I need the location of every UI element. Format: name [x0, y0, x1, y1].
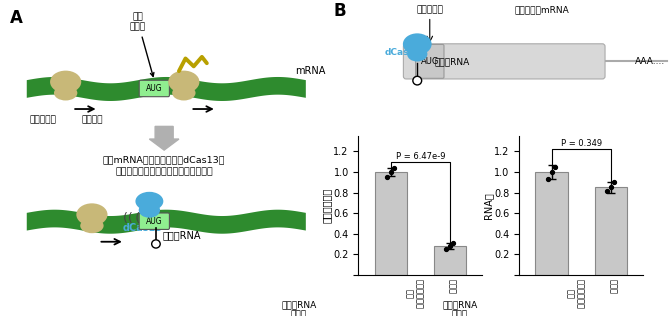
Bar — [535, 172, 568, 275]
Circle shape — [413, 76, 421, 85]
Bar — [375, 172, 407, 275]
Ellipse shape — [172, 85, 196, 100]
Text: ハンド: ハンド — [608, 279, 618, 294]
Text: AUG: AUG — [146, 84, 163, 93]
Ellipse shape — [50, 70, 81, 93]
Ellipse shape — [135, 192, 163, 211]
Bar — [594, 187, 627, 275]
FancyBboxPatch shape — [415, 45, 444, 78]
Ellipse shape — [54, 85, 77, 100]
FancyArrow shape — [149, 126, 179, 150]
Text: 開始
コドン: 開始 コドン — [130, 12, 154, 76]
Text: ハンド: ハンド — [448, 279, 457, 294]
Text: P = 0.349: P = 0.349 — [561, 139, 602, 148]
Text: 開始コドン: 開始コドン — [416, 5, 444, 14]
Ellipse shape — [76, 203, 107, 226]
Text: スキャン: スキャン — [81, 115, 103, 124]
Text: 無関係な配列
開始: 無関係な配列 開始 — [565, 279, 584, 309]
FancyBboxPatch shape — [403, 44, 605, 79]
Text: AUG: AUG — [146, 217, 163, 226]
FancyBboxPatch shape — [139, 213, 170, 229]
Bar — [433, 246, 466, 275]
Text: AUG: AUG — [421, 57, 439, 66]
Text: ガイドRNA: ガイドRNA — [434, 58, 470, 67]
Y-axis label: タンパク質量: タンパク質量 — [322, 188, 332, 223]
Circle shape — [151, 240, 160, 248]
Ellipse shape — [139, 203, 160, 218]
Text: AAA....: AAA.... — [634, 57, 665, 66]
Ellipse shape — [80, 218, 104, 233]
Text: A: A — [10, 9, 23, 27]
Text: ガイドRNA: ガイドRNA — [163, 231, 201, 240]
Text: dCas13: dCas13 — [123, 223, 163, 233]
Text: ガイドRNA
の標的: ガイドRNA の標的 — [281, 300, 317, 316]
Text: mRNA: mRNA — [295, 66, 326, 76]
Text: (( (: (( ( — [123, 212, 140, 225]
Text: dCas13: dCas13 — [385, 48, 422, 57]
Text: 無関係な配列
開始: 無関係な配列 開始 — [404, 279, 423, 309]
Ellipse shape — [168, 70, 200, 93]
Text: P = 6.47e-9: P = 6.47e-9 — [396, 152, 445, 161]
Ellipse shape — [407, 47, 427, 62]
Text: リボソーム: リボソーム — [29, 115, 56, 124]
Text: ガイドRNA
の標的: ガイドRNA の標的 — [442, 300, 478, 316]
Text: 標的mRNAに強く結合したdCas13が
リボソームの移動を阴害し翻訳を抑制: 標的mRNAに強く結合したdCas13が リボソームの移動を阴害し翻訳を抑制 — [103, 155, 225, 176]
FancyBboxPatch shape — [139, 80, 170, 97]
Text: レポーターmRNA: レポーターmRNA — [514, 5, 569, 14]
Text: B: B — [334, 2, 346, 20]
Ellipse shape — [403, 33, 431, 55]
Y-axis label: RNA量: RNA量 — [483, 192, 492, 219]
